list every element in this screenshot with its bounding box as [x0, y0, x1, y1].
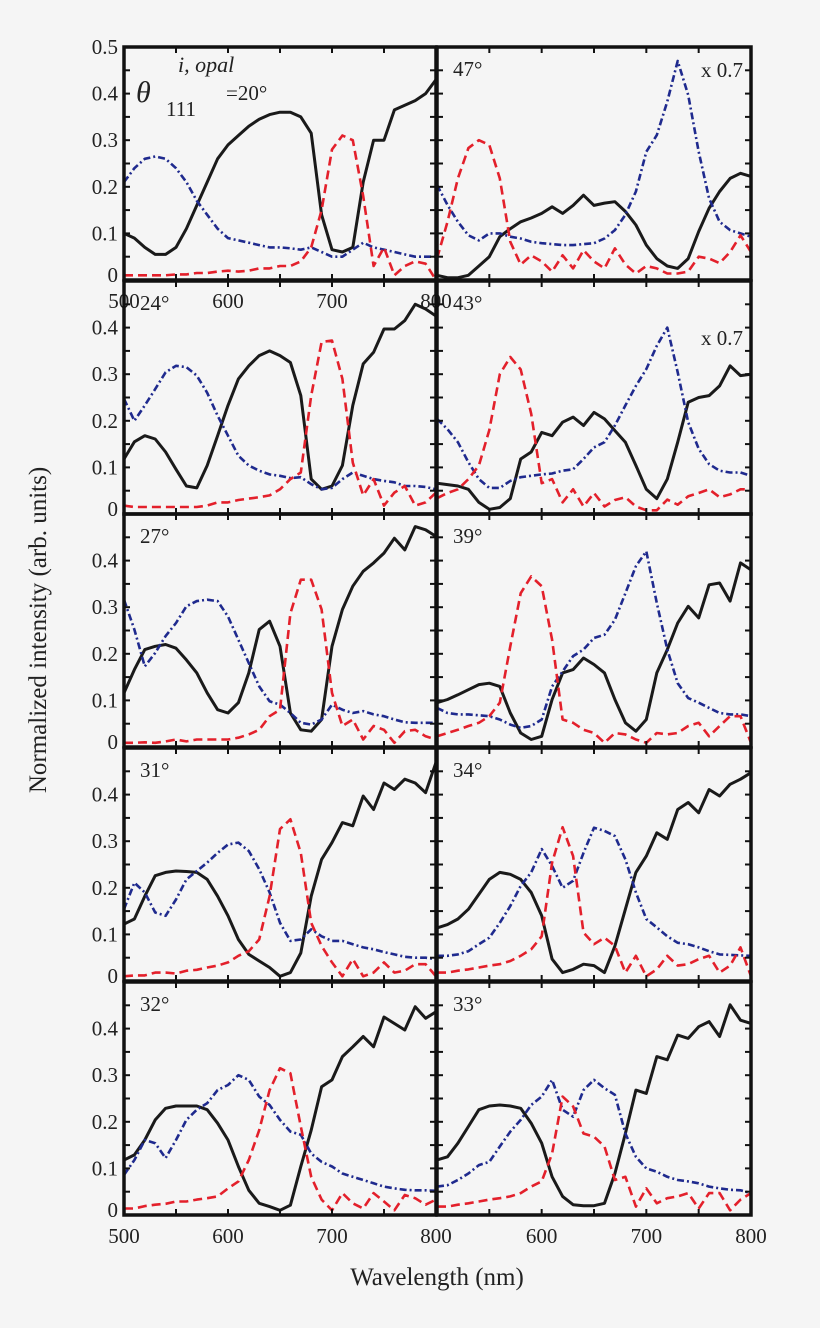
panel-angle-label: 32° [140, 992, 169, 1016]
series-dashdot-line [437, 1078, 751, 1195]
y-tick-label: 0.4 [92, 783, 119, 807]
series-dashed-line [124, 339, 436, 509]
panel-33°: 600 700 800 33° [435, 980, 767, 1248]
y-tick-label: 0.4 [92, 316, 119, 340]
first-panel-angle-label: θ i, opal 111 =20° [136, 52, 267, 121]
y-tick-label: 0.4 [92, 82, 119, 106]
series-solid-line [124, 525, 436, 733]
series-dashed-line [437, 1095, 751, 1212]
panel-angle-label: 24° [140, 291, 169, 315]
series-solid-line [437, 1003, 751, 1208]
panel-angle-label: 33° [453, 992, 482, 1016]
x-tick-label: 700 [316, 1224, 348, 1248]
panel-angle-label: 27° [140, 524, 169, 548]
y-axis-title: Normalized intensity (arb. units) [25, 467, 52, 793]
y-tick-label: 0 [108, 1198, 119, 1222]
y-tick-label: 0.4 [92, 549, 119, 573]
y-tick-label: 0.1 [92, 1156, 118, 1180]
x-tick-label: 800 [735, 1224, 767, 1248]
theta-symbol: θ [136, 76, 151, 109]
y-tick-label: 0.1 [92, 922, 118, 946]
panel-angle-label: 43° [453, 291, 482, 315]
y-tick-label: 0.2 [92, 1110, 118, 1134]
series-dashed-line [124, 578, 436, 745]
x-tick-label: 700 [316, 289, 348, 313]
x-tick-label: 500 [108, 1224, 140, 1248]
series-solid-line [124, 78, 436, 256]
y-tick-label: 0.1 [92, 688, 118, 712]
scale-annotation: x 0.7 [701, 326, 743, 350]
panel-frame [435, 980, 753, 1217]
theta-superscript: i, opal [178, 52, 234, 77]
y-tick-label: 0.2 [92, 409, 118, 433]
y-tick-label: 0.3 [92, 1063, 118, 1087]
y-tick-label: 0 [108, 964, 119, 988]
series-dashed-line [437, 825, 751, 978]
series-dashdot-line [124, 598, 436, 726]
y-tick-label: 0.2 [92, 175, 118, 199]
series-dashed-line [437, 355, 751, 512]
series-solid-line [437, 771, 751, 975]
y-tick-label: 0.2 [92, 876, 118, 900]
y-tick-label: 0.3 [92, 128, 118, 152]
y-tick-label: 0.4 [92, 1017, 119, 1041]
panel-angle-label: 39° [453, 524, 482, 548]
x-tick-label: 800 [420, 1224, 452, 1248]
y-tick-label: 0.5 [92, 35, 118, 59]
y-tick-label: 0 [108, 263, 119, 287]
series-solid-line [437, 171, 751, 280]
series-dashdot-line [124, 841, 436, 961]
series-dashed-line [124, 818, 436, 978]
x-tick-label: 600 [526, 1224, 558, 1248]
x-axis-title: Wavelength (nm) [350, 1264, 524, 1291]
panel-angle-label: 47° [453, 57, 482, 81]
panel-angle-label: 31° [140, 758, 169, 782]
y-tick-label: 0.2 [92, 642, 118, 666]
series-dashed-line [124, 1066, 436, 1212]
theta-subscript: 111 [166, 97, 196, 121]
scale-annotation: x 0.7 [701, 58, 743, 82]
series-solid-line [124, 302, 436, 491]
series-solid-line [437, 561, 751, 741]
series-dashdot-line [124, 1073, 436, 1193]
series-dashed-line [124, 134, 436, 280]
y-tick-label: 0.3 [92, 829, 118, 853]
panels: 0 0.1 0.2 0.3 0.4 0.5 500 600 700 800 47° x 0.7 0 0.1… [92, 35, 767, 1248]
x-tick-label: 700 [631, 1224, 663, 1248]
y-tick-label: 0.1 [92, 221, 118, 245]
y-tick-label: 0.3 [92, 595, 118, 619]
y-tick-label: 0 [108, 497, 119, 521]
x-tick-label: 600 [212, 289, 244, 313]
y-tick-label: 0.3 [92, 362, 118, 386]
series-dashdot-line [437, 550, 751, 730]
y-tick-label: 0 [108, 730, 119, 754]
series-dashed-line [437, 575, 751, 745]
series-dashdot-line [437, 826, 751, 958]
x-tick-label: 600 [212, 1224, 244, 1248]
series-dashdot-line [124, 364, 436, 491]
y-tick-label: 0.1 [92, 455, 118, 479]
panel-angle-label: 34° [453, 758, 482, 782]
series-dashed-line [437, 138, 751, 275]
theta-value: =20° [226, 81, 267, 105]
